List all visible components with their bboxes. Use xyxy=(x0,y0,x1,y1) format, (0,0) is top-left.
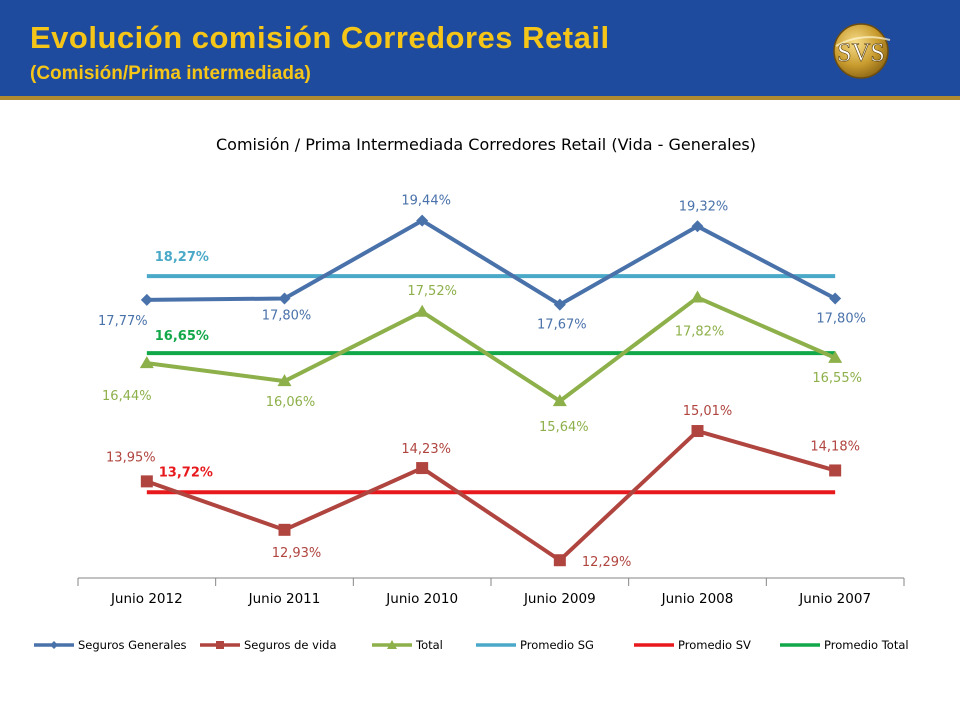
legend-item: Promedio SV xyxy=(634,638,751,652)
data-label: 13,95% xyxy=(106,450,156,465)
x-tick-label: Junio 2007 xyxy=(798,591,871,607)
data-point xyxy=(552,394,567,407)
legend-item: Seguros Generales xyxy=(34,638,187,652)
data-point xyxy=(416,462,429,475)
data-point xyxy=(829,464,842,477)
data-point xyxy=(690,290,705,303)
data-label: 14,23% xyxy=(401,442,451,457)
data-point xyxy=(691,220,704,233)
legend-label: Seguros Generales xyxy=(78,638,187,652)
data-point xyxy=(553,554,566,567)
data-label: 12,29% xyxy=(582,555,632,570)
data-point xyxy=(278,523,291,536)
data-label: 15,01% xyxy=(683,404,733,419)
legend-label: Promedio Total xyxy=(824,638,909,652)
legend-item: Seguros de vida xyxy=(200,638,337,652)
data-label: 17,80% xyxy=(262,309,312,324)
svs-logo: SVS xyxy=(833,23,891,79)
data-label: 12,93% xyxy=(272,546,322,561)
series-line xyxy=(146,295,836,404)
data-label: 19,32% xyxy=(679,199,729,214)
data-label: 17,52% xyxy=(407,284,457,299)
series-line xyxy=(146,429,836,563)
plot-area: Junio 2012 Junio 2011 Junio 2010 Junio 2009… xyxy=(77,194,905,607)
x-tick-label: Junio 2008 xyxy=(661,591,734,607)
data-point xyxy=(416,214,429,227)
legend-marker xyxy=(216,641,224,649)
data-label: 17,82% xyxy=(675,325,725,340)
legend-item: Promedio Total xyxy=(780,638,909,652)
x-tick-label: Junio 2009 xyxy=(523,591,596,607)
data-point xyxy=(415,304,430,317)
chart-legend: Seguros Generales Seguros de vida Total Pro… xyxy=(34,638,909,652)
header-divider xyxy=(0,96,960,100)
chart-title: Comisión / Prima Intermediada Corredores… xyxy=(216,135,756,154)
line-chart: Comisión / Prima Intermediada Corredores… xyxy=(34,135,909,652)
slide-title: Evolución comisión Corredores Retail xyxy=(30,20,610,55)
average-label: 18,27% xyxy=(155,250,209,265)
legend-item: Total xyxy=(372,638,443,652)
data-point xyxy=(139,356,154,369)
average-label: 13,72% xyxy=(159,465,213,480)
data-point xyxy=(829,292,842,305)
legend-label: Promedio SV xyxy=(678,638,751,652)
data-label: 17,80% xyxy=(816,312,866,327)
svg-text:SVS: SVS xyxy=(837,38,885,67)
data-label: 16,55% xyxy=(812,371,862,386)
slide-subtitle: (Comisión/Prima intermediada) xyxy=(30,63,311,84)
data-label: 17,77% xyxy=(98,314,148,329)
x-tick-label: Junio 2012 xyxy=(110,591,183,607)
data-point xyxy=(278,292,291,305)
data-point xyxy=(828,350,843,363)
data-point xyxy=(140,293,153,306)
data-label: 17,67% xyxy=(537,318,587,333)
header-banner xyxy=(0,0,960,96)
data-point xyxy=(140,475,153,488)
data-label: 16,44% xyxy=(102,389,152,404)
legend-label: Promedio SG xyxy=(520,638,594,652)
data-label: 15,64% xyxy=(539,420,589,435)
legend-item: Promedio SG xyxy=(476,638,594,652)
legend-marker xyxy=(387,640,397,649)
data-label: 16,06% xyxy=(266,395,316,410)
legend-label: Total xyxy=(415,638,443,652)
data-point xyxy=(277,374,292,387)
legend-marker xyxy=(50,641,58,649)
data-label: 14,18% xyxy=(810,439,860,454)
x-tick-label: Junio 2011 xyxy=(248,591,321,607)
x-tick-label: Junio 2010 xyxy=(385,591,458,607)
series-line xyxy=(146,218,837,307)
average-label: 16,65% xyxy=(155,329,209,344)
data-label: 19,44% xyxy=(401,194,451,209)
data-point xyxy=(691,425,704,438)
data-point xyxy=(553,298,566,311)
legend-label: Seguros de vida xyxy=(244,638,337,652)
